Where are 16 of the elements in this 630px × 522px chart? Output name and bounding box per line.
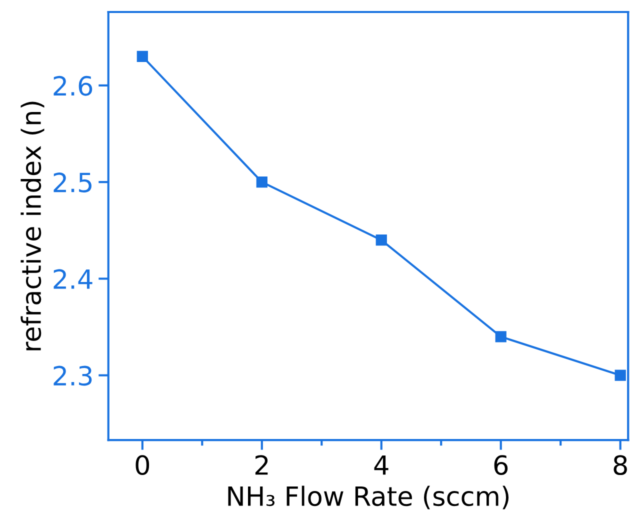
x-tick-label: 8 <box>614 455 627 476</box>
y-tick-label: 2.5 <box>54 172 92 192</box>
x-tick-label: 6 <box>494 455 508 476</box>
y-tick-label: 2.3 <box>54 366 92 386</box>
point <box>495 331 506 342</box>
point <box>136 50 148 62</box>
x-tick-label: 4 <box>374 455 388 475</box>
point <box>256 176 268 188</box>
point <box>376 234 387 246</box>
x-tick-label: 2 <box>255 455 268 475</box>
x-axis-title: NH₃ Flow Rate (sccm) <box>228 486 509 510</box>
y-tick-label: 2.4 <box>54 269 92 289</box>
y-tick-label: 2.6 <box>54 76 92 96</box>
x-tick-label: 0 <box>136 455 150 476</box>
y-axis-title: refractive index (n) <box>20 102 44 350</box>
point <box>614 370 626 381</box>
